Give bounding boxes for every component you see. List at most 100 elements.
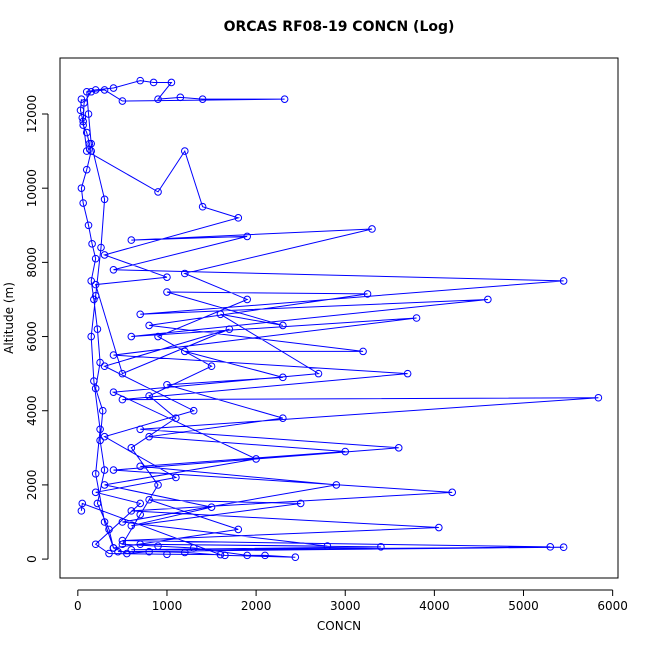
data-point — [91, 469, 100, 478]
y-tick-label: 4000 — [25, 395, 39, 426]
chart-title: ORCAS RF08-19 CONCN (Log) — [224, 19, 455, 35]
y-tick-label: 10000 — [25, 169, 39, 207]
data-point — [221, 551, 229, 560]
data-point — [368, 225, 376, 233]
x-tick-label: 4000 — [419, 599, 450, 613]
data-point — [84, 110, 93, 118]
data-point — [91, 86, 100, 94]
data-point — [82, 165, 91, 174]
data-point — [136, 499, 145, 508]
data-point — [546, 543, 555, 551]
data-point — [82, 87, 91, 96]
data-point — [243, 551, 251, 560]
x-axis-label: CONCN — [317, 619, 361, 633]
data-point — [87, 139, 95, 148]
data-point — [484, 295, 492, 304]
data-point — [172, 414, 180, 422]
data-point — [79, 199, 87, 207]
data-point — [296, 499, 305, 508]
data-point — [100, 518, 109, 526]
data-point — [96, 436, 104, 445]
data-point — [163, 550, 171, 559]
data-point — [79, 117, 87, 126]
data-point — [100, 86, 109, 94]
y-tick-label: 2000 — [25, 470, 39, 501]
y-tick-label: 6000 — [25, 321, 39, 352]
data-point — [279, 321, 287, 330]
y-tick-label: 8000 — [25, 247, 39, 278]
data-point — [118, 97, 127, 105]
data-point — [189, 544, 198, 552]
data-point — [90, 295, 98, 304]
data-point — [127, 546, 136, 554]
data-point — [77, 507, 86, 515]
data-point — [127, 444, 136, 452]
data-point — [149, 78, 158, 87]
data-point — [100, 481, 109, 489]
data-point — [127, 236, 136, 244]
data-point — [136, 76, 145, 85]
x-tick-label: 6000 — [597, 599, 628, 613]
data-point — [163, 288, 171, 296]
data-point — [82, 147, 91, 155]
data-point — [180, 548, 189, 557]
data-point — [100, 195, 109, 204]
data-point — [91, 488, 100, 497]
data-point — [234, 525, 243, 534]
data-point — [252, 455, 260, 463]
data-point — [145, 392, 153, 400]
data-point — [100, 432, 109, 441]
data-point — [100, 362, 109, 371]
data-point — [180, 147, 189, 155]
data-point — [314, 369, 323, 378]
data-point — [136, 540, 145, 549]
data-point — [100, 251, 109, 259]
x-tick-label: 2000 — [241, 599, 272, 613]
data-point — [154, 481, 162, 489]
data-point — [280, 95, 289, 103]
data-point — [332, 481, 341, 489]
data-point — [243, 295, 251, 304]
x-tick-label: 1000 — [152, 599, 183, 613]
data-point — [84, 221, 93, 230]
data-point — [118, 536, 127, 545]
data-point — [96, 358, 104, 367]
data-point — [291, 553, 300, 562]
data-point — [87, 147, 95, 155]
data-point — [87, 332, 95, 341]
y-axis-label: Altitude (m) — [2, 282, 16, 354]
data-point — [359, 347, 367, 356]
data-point — [207, 362, 216, 371]
data-point — [91, 291, 100, 300]
data-point — [127, 521, 136, 530]
data-point — [394, 444, 403, 452]
y-tick-label: 12000 — [25, 95, 39, 133]
data-point — [109, 544, 118, 552]
data-point — [412, 314, 421, 322]
data-point — [136, 425, 145, 434]
data-point — [243, 232, 251, 241]
data-point — [127, 332, 136, 341]
data-point — [78, 499, 87, 508]
data-point — [363, 290, 372, 298]
data-point — [154, 95, 162, 103]
data-point — [100, 466, 109, 474]
data-point — [435, 523, 443, 532]
data-point — [127, 507, 136, 515]
data-point — [105, 525, 113, 534]
data-point — [377, 543, 385, 551]
data-point — [118, 395, 127, 404]
data-point — [91, 254, 100, 263]
data-point — [114, 547, 122, 556]
data-point — [163, 273, 171, 282]
data-point — [145, 495, 153, 504]
data-point — [80, 99, 88, 107]
x-tick-label: 3000 — [330, 599, 361, 613]
data-point — [154, 332, 162, 341]
data-point — [207, 503, 216, 511]
data-point — [279, 414, 287, 422]
data-point — [118, 369, 127, 378]
data-point — [559, 543, 568, 552]
data-point — [448, 488, 457, 497]
